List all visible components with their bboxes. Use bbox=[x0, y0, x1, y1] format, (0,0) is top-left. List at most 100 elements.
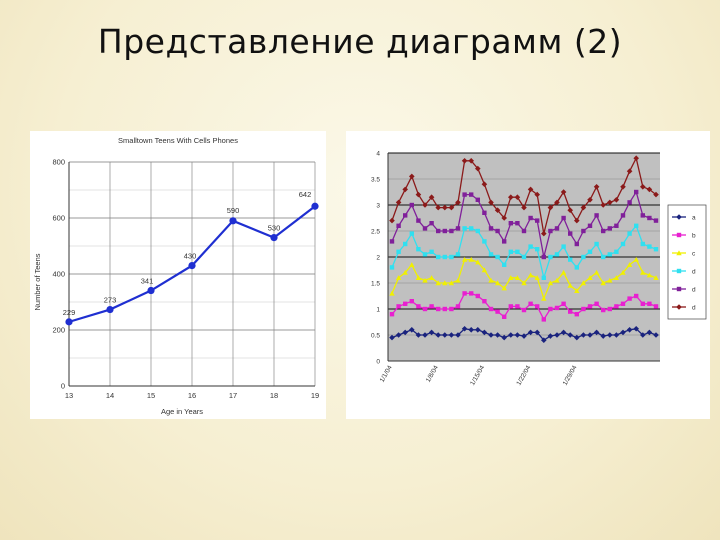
data-point bbox=[502, 262, 507, 267]
data-point bbox=[528, 301, 533, 306]
data-point bbox=[422, 277, 428, 283]
data-point bbox=[442, 228, 447, 234]
data-point bbox=[528, 244, 533, 249]
data-label: 590 bbox=[227, 206, 240, 215]
data-point bbox=[455, 199, 461, 206]
data-point bbox=[521, 228, 527, 234]
legend-marker bbox=[676, 232, 682, 238]
data-point bbox=[600, 333, 606, 339]
data-point bbox=[422, 252, 428, 257]
data-point bbox=[581, 228, 586, 234]
data-point bbox=[422, 306, 428, 312]
data-point bbox=[626, 327, 633, 333]
data-point bbox=[640, 301, 645, 306]
data-point bbox=[481, 329, 488, 336]
data-point bbox=[634, 189, 639, 195]
data-point bbox=[548, 306, 553, 312]
data-point bbox=[415, 332, 422, 338]
data-point bbox=[468, 256, 474, 262]
data-point bbox=[607, 252, 612, 257]
y-tick-label: 0 bbox=[61, 382, 65, 391]
data-point bbox=[541, 230, 547, 237]
legend-label: d bbox=[692, 287, 696, 294]
data-point bbox=[574, 217, 580, 224]
data-point bbox=[488, 277, 494, 283]
data-point bbox=[429, 304, 434, 309]
data-point bbox=[508, 304, 513, 309]
data-point bbox=[527, 329, 534, 336]
data-point bbox=[568, 257, 573, 262]
data-point bbox=[436, 228, 441, 234]
data-point bbox=[449, 254, 454, 260]
data-point bbox=[495, 228, 500, 234]
data-point bbox=[647, 301, 652, 306]
data-point bbox=[594, 213, 599, 218]
legend-label: a bbox=[692, 215, 696, 222]
x-tick-label: 19 bbox=[311, 391, 319, 400]
data-point bbox=[409, 262, 415, 267]
y-tick-label: 1.5 bbox=[371, 281, 380, 288]
data-point bbox=[188, 262, 196, 270]
x-tick-label: 1/1/04 bbox=[379, 364, 394, 383]
x-tick-label: 17 bbox=[229, 391, 237, 400]
y-axis-label: Number of Teens bbox=[33, 253, 42, 310]
data-point bbox=[567, 207, 573, 213]
data-point bbox=[541, 337, 547, 343]
data-point bbox=[560, 189, 567, 195]
x-tick-label: 15 bbox=[147, 391, 155, 400]
data-point bbox=[568, 231, 573, 236]
data-point bbox=[429, 249, 434, 254]
data-point bbox=[462, 226, 467, 231]
data-point bbox=[607, 306, 612, 312]
data-point bbox=[455, 332, 461, 338]
data-point bbox=[515, 249, 520, 254]
data-point bbox=[409, 202, 414, 208]
data-point bbox=[607, 332, 613, 338]
data-point bbox=[482, 210, 487, 215]
data-point bbox=[548, 228, 553, 234]
data-point bbox=[521, 280, 527, 286]
data-point bbox=[501, 215, 507, 221]
data-point bbox=[593, 184, 600, 190]
y-tick-label: 3 bbox=[376, 203, 380, 210]
data-point bbox=[501, 285, 507, 291]
data-point bbox=[389, 265, 395, 270]
data-point bbox=[574, 288, 580, 293]
data-point bbox=[634, 223, 639, 228]
data-point bbox=[389, 334, 395, 341]
data-point bbox=[547, 280, 554, 286]
data-point bbox=[65, 318, 73, 326]
data-point bbox=[389, 217, 395, 224]
data-point bbox=[541, 254, 546, 260]
data-point bbox=[469, 291, 474, 296]
data-point bbox=[462, 192, 467, 197]
y-tick-label: 3.5 bbox=[371, 177, 380, 184]
data-point bbox=[607, 226, 612, 231]
data-point bbox=[633, 325, 639, 332]
data-point bbox=[403, 213, 408, 218]
data-point bbox=[600, 202, 606, 208]
data-point bbox=[580, 280, 587, 286]
data-point bbox=[416, 247, 421, 252]
teens-line-chart-panel: Smalltown Teens With Cells Phones 0 200 400… bbox=[30, 131, 326, 419]
data-point bbox=[502, 314, 507, 319]
data-point bbox=[601, 254, 606, 260]
data-point bbox=[567, 282, 573, 288]
legend-label: d bbox=[692, 269, 696, 276]
data-point bbox=[442, 306, 447, 312]
data-point bbox=[495, 254, 500, 260]
data-point bbox=[640, 184, 646, 190]
y-tick-label: 200 bbox=[52, 326, 65, 335]
data-point bbox=[508, 221, 513, 226]
legend-label: c bbox=[692, 251, 696, 258]
legend-label: d bbox=[692, 305, 696, 312]
data-point bbox=[455, 277, 461, 283]
data-point bbox=[396, 249, 401, 254]
data-point bbox=[547, 204, 554, 211]
y-tick-label: 4 bbox=[376, 151, 380, 158]
data-point bbox=[627, 200, 632, 205]
data-point bbox=[455, 304, 461, 309]
data-label: 642 bbox=[299, 190, 312, 199]
data-point bbox=[475, 228, 480, 234]
data-point bbox=[508, 275, 514, 280]
